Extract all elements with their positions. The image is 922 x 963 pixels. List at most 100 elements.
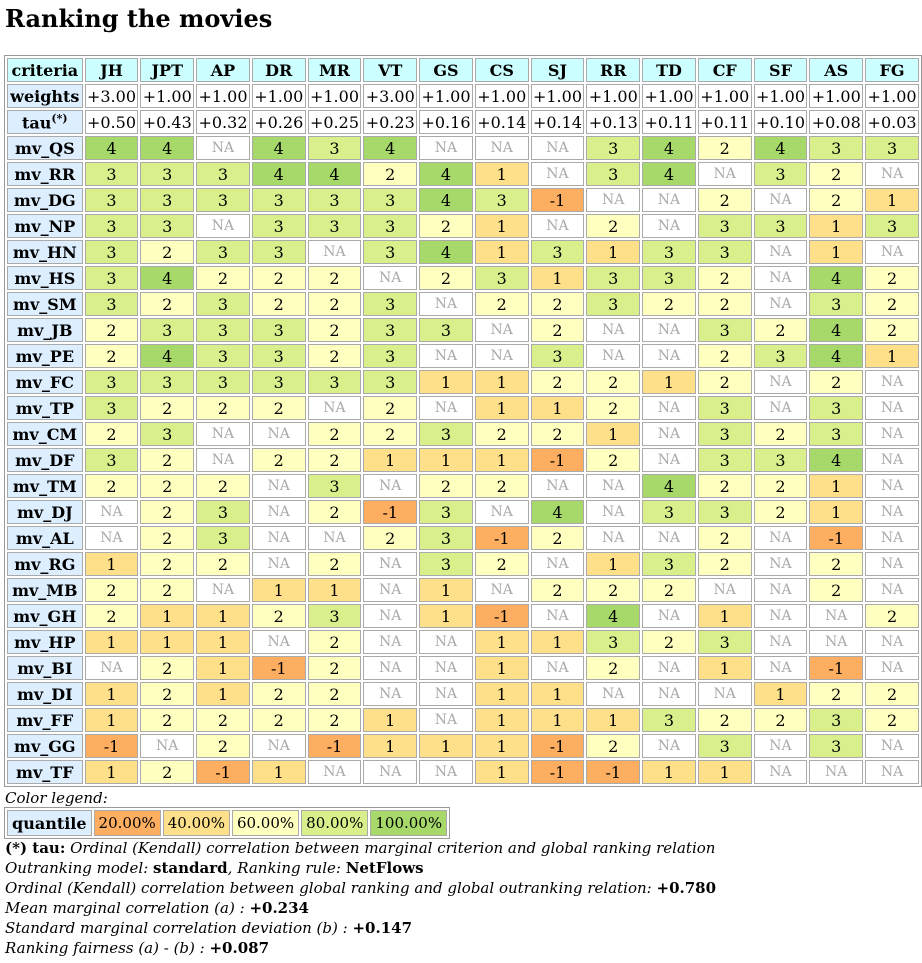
table-row: mv_DF 3 2 NA 2 2 1 1 1 -1 2 NA 3 3 4 NA — [7, 448, 919, 472]
tau-cell: +0.10 — [753, 110, 808, 134]
score-cell: NA — [530, 214, 585, 238]
score-cell: 2 — [84, 474, 139, 498]
score-cell: NA — [865, 656, 919, 680]
note-tau-text: Ordinal (Kendall) correlation between ma… — [65, 839, 716, 857]
score-cell: 2 — [307, 318, 362, 342]
score-cell: 3 — [809, 136, 864, 160]
score-cell: NA — [307, 396, 362, 420]
weight-cell: +1.00 — [474, 84, 529, 108]
corr-label: Ordinal (Kendall) correlation between gl… — [5, 879, 652, 897]
score-cell: NA — [419, 396, 473, 420]
score-cell: 3 — [809, 422, 864, 446]
score-cell: 1 — [84, 630, 139, 654]
score-cell: 2 — [809, 578, 864, 602]
score-cell: 3 — [196, 500, 250, 524]
movie-name: mv_DF — [7, 448, 83, 472]
score-cell: 2 — [196, 552, 250, 576]
color-legend-caption: Color legend: — [5, 789, 108, 807]
score-cell: 2 — [865, 604, 919, 628]
table-row: mv_FC 3 3 3 3 3 3 1 1 2 2 1 2 NA 2 NA — [7, 370, 919, 394]
score-cell: NA — [642, 344, 696, 368]
score-cell: 1 — [474, 370, 529, 394]
weight-cell: +1.00 — [586, 84, 641, 108]
score-cell: 1 — [586, 552, 641, 576]
score-cell: 4 — [642, 162, 696, 186]
score-cell: NA — [697, 578, 752, 602]
score-cell: 4 — [809, 344, 864, 368]
score-cell: 3 — [697, 214, 752, 238]
score-cell: 4 — [140, 136, 195, 160]
score-cell: 1 — [140, 604, 195, 628]
score-cell: 1 — [586, 422, 641, 446]
score-cell: 2 — [865, 682, 919, 706]
score-cell: 2 — [642, 292, 696, 316]
score-cell: 3 — [697, 500, 752, 524]
score-cell: 4 — [586, 604, 641, 628]
score-cell: NA — [753, 656, 808, 680]
score-cell: 3 — [697, 318, 752, 342]
score-cell: NA — [865, 422, 919, 446]
score-cell: 2 — [697, 344, 752, 368]
score-cell: 2 — [474, 552, 529, 576]
legend-item: 100.00% — [370, 810, 448, 836]
score-cell: NA — [307, 240, 362, 264]
score-cell: 2 — [865, 708, 919, 732]
score-cell: -1 — [530, 448, 585, 472]
score-cell: 1 — [196, 630, 250, 654]
score-cell: -1 — [809, 526, 864, 550]
score-cell: NA — [697, 162, 752, 186]
tau-label: tau(*) — [7, 110, 83, 134]
table-row: mv_TM 2 2 2 NA 3 NA 2 2 NA NA 4 2 2 1 NA — [7, 474, 919, 498]
score-cell: NA — [642, 214, 696, 238]
score-cell: NA — [865, 240, 919, 264]
score-cell: 1 — [363, 708, 418, 732]
score-cell: 1 — [809, 474, 864, 498]
score-cell: 2 — [307, 708, 362, 732]
criterion-header: VT — [363, 58, 418, 82]
score-cell: 3 — [251, 318, 306, 342]
movie-name: mv_TM — [7, 474, 83, 498]
rule-label: Ranking rule — [237, 859, 336, 877]
score-cell: 3 — [419, 526, 473, 550]
table-row: mv_PE 2 4 3 3 2 3 NA NA 3 NA NA 2 3 4 1 — [7, 344, 919, 368]
score-cell: 3 — [84, 188, 139, 212]
score-cell: 2 — [84, 422, 139, 446]
score-cell: 2 — [307, 448, 362, 472]
score-cell: 3 — [140, 370, 195, 394]
criterion-header: CS — [474, 58, 529, 82]
ranking-table: criteria JH JPT AP DR MR VT GS CS SJ RR TD CF SF AS FG w… — [4, 55, 922, 787]
note-fairness: Ranking fairness (a) - (b) : +0.087 — [5, 938, 716, 958]
table-row: mv_AL NA 2 3 NA NA 2 3 -1 2 NA NA 2 NA -1 NA — [7, 526, 919, 550]
score-cell: 3 — [642, 266, 696, 290]
score-cell: 1 — [474, 396, 529, 420]
score-cell: 4 — [419, 240, 473, 264]
score-cell: 1 — [530, 708, 585, 732]
tau-cell: +0.13 — [586, 110, 641, 134]
score-cell: NA — [251, 474, 306, 498]
score-cell: 1 — [865, 344, 919, 368]
score-cell: -1 — [530, 188, 585, 212]
score-cell: 2 — [809, 188, 864, 212]
score-cell: 2 — [865, 318, 919, 342]
tau-cell: +0.08 — [809, 110, 864, 134]
model-value: standard — [153, 859, 228, 877]
score-cell: 2 — [697, 370, 752, 394]
score-cell: NA — [474, 136, 529, 160]
movie-name: mv_AL — [7, 526, 83, 550]
score-cell: 1 — [251, 578, 306, 602]
score-cell: 1 — [530, 630, 585, 654]
score-cell: NA — [474, 344, 529, 368]
score-cell: 2 — [586, 734, 641, 758]
score-cell: 2 — [697, 526, 752, 550]
note-std: Standard marginal correlation deviation … — [5, 918, 716, 938]
score-cell: 3 — [307, 474, 362, 498]
corr-value: +0.780 — [656, 879, 717, 897]
score-cell: 3 — [196, 292, 250, 316]
score-cell: 3 — [753, 162, 808, 186]
score-cell: NA — [642, 734, 696, 758]
score-cell: NA — [586, 318, 641, 342]
score-cell: 3 — [84, 266, 139, 290]
table-row: mv_TP 3 2 2 2 NA 2 NA 1 1 2 NA 3 NA 3 NA — [7, 396, 919, 420]
tau-cell: +0.25 — [307, 110, 362, 134]
score-cell: 1 — [809, 214, 864, 238]
